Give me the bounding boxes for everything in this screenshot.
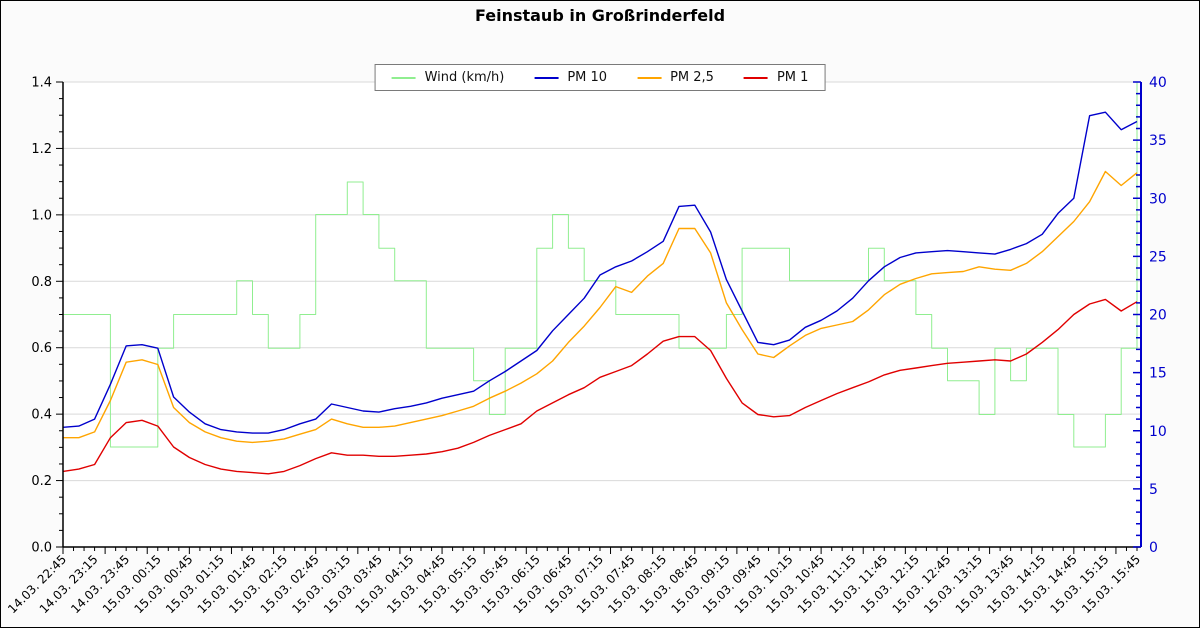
series-pm25-line: [63, 170, 1138, 444]
left-tick-labels: 0.0 0.2 0.4 0.6 0.8 1.0 1.2 1.4: [31, 76, 52, 556]
right-axis-tick-label: 5: [1149, 482, 1158, 498]
left-axis-tick-label: 0.0: [31, 541, 52, 556]
pm25-line-icon: [637, 76, 662, 79]
y-axis-right: [1133, 81, 1142, 548]
right-axis-tick-label: 40: [1149, 75, 1167, 91]
left-axis-tick-label: 1.2: [31, 142, 52, 157]
legend-item-wind: Wind (km/h): [391, 70, 505, 85]
right-axis-tick-label: 20: [1149, 308, 1167, 324]
left-axis-tick-label: 0.6: [31, 341, 52, 356]
right-tick-labels: 0 5 10 15 20 25 30 35 40: [1149, 75, 1167, 556]
legend-label-pm1: PM 1: [776, 70, 809, 85]
x-axis: [62, 546, 1141, 554]
series-pm10-line: [62, 111, 1138, 434]
right-axis-tick-label: 0: [1149, 540, 1158, 556]
legend-label-pm10: PM 10: [567, 70, 608, 85]
wind-line-icon: [391, 76, 416, 79]
pm1-line-icon: [743, 76, 768, 79]
right-axis-tick-label: 30: [1149, 191, 1167, 207]
left-axis-tick-label: 1.0: [31, 208, 52, 223]
legend-label-pm25: PM 2,5: [670, 70, 714, 85]
pm10-line-icon: [534, 76, 559, 79]
left-axis-tick-label: 1.4: [31, 76, 52, 91]
left-axis-tick-label: 0.8: [31, 275, 52, 290]
right-axis-tick-label: 35: [1149, 133, 1167, 149]
legend-item-pm25: PM 2,5: [637, 70, 714, 85]
legend-item-pm1: PM 1: [743, 70, 809, 85]
right-axis-tick-label: 25: [1149, 249, 1167, 265]
legend-item-pm10: PM 10: [534, 70, 607, 85]
plot-area: [63, 82, 1141, 547]
chart-title: Feinstaub in Großrinderfeld: [474, 6, 726, 25]
right-axis-tick-label: 10: [1149, 424, 1167, 440]
series-wind-line: [63, 82, 1138, 448]
chart-legend: Wind (km/h) PM 10 PM 2,5 PM 1: [374, 64, 826, 91]
left-axis-tick-label: 0.4: [31, 408, 52, 423]
right-axis-tick-label: 15: [1149, 366, 1167, 382]
y-axis-left: [56, 81, 64, 548]
series-pm1-line: [62, 298, 1138, 475]
left-axis-tick-label: 0.2: [31, 474, 52, 489]
legend-label-wind: Wind (km/h): [424, 70, 505, 85]
